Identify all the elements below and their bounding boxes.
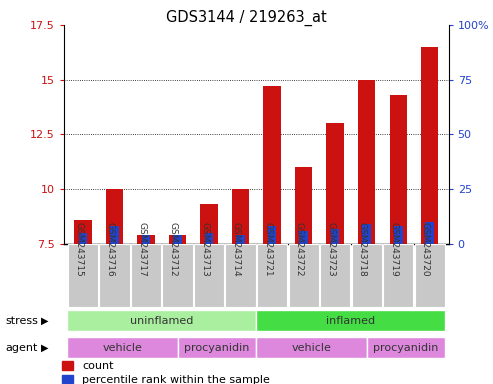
Bar <box>67 337 177 358</box>
Text: vehicle: vehicle <box>103 343 142 353</box>
Bar <box>256 337 367 358</box>
Bar <box>68 244 98 307</box>
Text: GSM243715: GSM243715 <box>74 222 83 276</box>
Text: agent: agent <box>5 343 37 353</box>
Text: GSM243722: GSM243722 <box>295 222 304 276</box>
Bar <box>326 123 344 244</box>
Bar <box>225 244 256 307</box>
Text: GSM243721: GSM243721 <box>263 222 272 276</box>
Bar <box>169 235 186 244</box>
Bar <box>320 244 351 307</box>
Bar <box>67 310 256 331</box>
Text: procyanidin: procyanidin <box>184 343 249 353</box>
Legend: count, percentile rank within the sample: count, percentile rank within the sample <box>60 359 272 384</box>
Bar <box>205 233 213 244</box>
Text: GDS3144 / 219263_at: GDS3144 / 219263_at <box>166 10 327 26</box>
Bar <box>421 47 438 244</box>
Bar <box>295 167 312 244</box>
Bar <box>177 337 256 358</box>
Text: ▶: ▶ <box>40 343 48 353</box>
Bar <box>194 244 224 307</box>
Bar <box>362 224 371 244</box>
Bar <box>425 222 434 244</box>
Bar <box>383 244 413 307</box>
Bar <box>288 244 319 307</box>
Text: GSM243719: GSM243719 <box>389 222 398 276</box>
Bar <box>367 337 446 358</box>
Bar <box>131 244 161 307</box>
Bar <box>100 244 130 307</box>
Bar <box>236 235 245 244</box>
Text: ▶: ▶ <box>40 316 48 326</box>
Text: GSM243717: GSM243717 <box>137 222 146 276</box>
Text: GSM243718: GSM243718 <box>358 222 367 276</box>
Text: GSM243713: GSM243713 <box>200 222 209 276</box>
Bar <box>201 204 218 244</box>
Bar <box>257 244 287 307</box>
Bar <box>162 244 193 307</box>
Bar <box>299 231 308 244</box>
Text: GSM243720: GSM243720 <box>421 222 430 276</box>
Bar <box>138 235 155 244</box>
Text: procyanidin: procyanidin <box>373 343 439 353</box>
Text: inflamed: inflamed <box>326 316 376 326</box>
Bar <box>415 244 445 307</box>
Bar <box>79 233 87 244</box>
Bar <box>256 310 446 331</box>
Text: vehicle: vehicle <box>291 343 331 353</box>
Bar <box>74 220 92 244</box>
Bar <box>173 235 182 244</box>
Bar <box>389 95 407 244</box>
Text: uninflamed: uninflamed <box>130 316 193 326</box>
Text: GSM243723: GSM243723 <box>326 222 335 276</box>
Bar <box>331 228 340 244</box>
Text: GSM243714: GSM243714 <box>232 222 241 276</box>
Bar <box>394 226 402 244</box>
Text: stress: stress <box>5 316 38 326</box>
Bar <box>110 226 119 244</box>
Text: GSM243716: GSM243716 <box>106 222 114 276</box>
Bar <box>263 86 281 244</box>
Bar <box>141 235 150 244</box>
Bar <box>352 244 382 307</box>
Bar <box>358 79 375 244</box>
Bar <box>268 226 277 244</box>
Text: GSM243712: GSM243712 <box>169 222 177 276</box>
Bar <box>106 189 123 244</box>
Bar <box>232 189 249 244</box>
